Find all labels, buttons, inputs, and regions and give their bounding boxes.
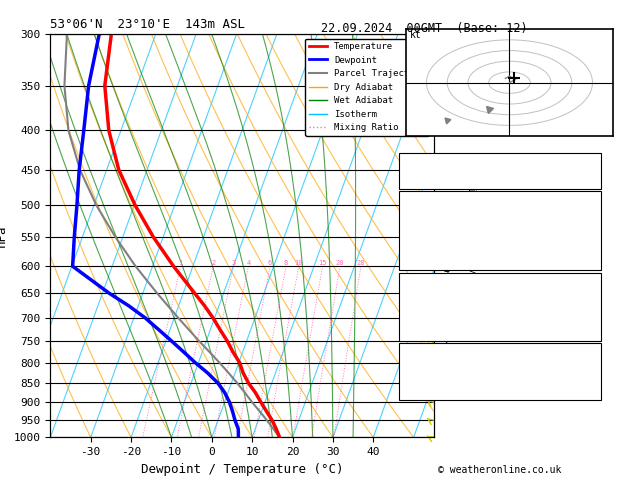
Text: 3: 3 bbox=[231, 260, 236, 266]
X-axis label: Dewpoint / Temperature (°C): Dewpoint / Temperature (°C) bbox=[141, 463, 343, 476]
Text: CIN (J): CIN (J) bbox=[403, 258, 447, 268]
Text: 16.8: 16.8 bbox=[572, 205, 598, 215]
Text: Dewp (°C): Dewp (°C) bbox=[403, 215, 459, 226]
Text: 2: 2 bbox=[211, 260, 215, 266]
Text: 1: 1 bbox=[179, 260, 182, 266]
Text: Lifted Index: Lifted Index bbox=[403, 237, 477, 247]
Text: LCL: LCL bbox=[442, 382, 457, 391]
Text: 0: 0 bbox=[591, 329, 598, 339]
Text: 900: 900 bbox=[579, 286, 598, 296]
Text: 5: 5 bbox=[591, 367, 598, 377]
Text: θₑ (K): θₑ (K) bbox=[403, 296, 440, 307]
Text: 229°: 229° bbox=[572, 378, 598, 388]
Text: 22.09.2024  00GMT  (Base: 12): 22.09.2024 00GMT (Base: 12) bbox=[321, 22, 528, 35]
Text: 0: 0 bbox=[591, 258, 598, 268]
Text: 0: 0 bbox=[591, 356, 598, 366]
Text: 11: 11 bbox=[585, 237, 598, 247]
Text: 4: 4 bbox=[591, 388, 598, 399]
Text: StmSpd (kt): StmSpd (kt) bbox=[403, 388, 471, 399]
Text: 15: 15 bbox=[318, 260, 327, 266]
Text: K: K bbox=[403, 156, 409, 166]
Text: 6.6: 6.6 bbox=[579, 215, 598, 226]
Text: Pressure (mb): Pressure (mb) bbox=[403, 286, 484, 296]
Y-axis label: hPa: hPa bbox=[0, 225, 8, 247]
Text: 4: 4 bbox=[246, 260, 250, 266]
Text: PW (cm): PW (cm) bbox=[403, 177, 447, 187]
Text: θₑ(K): θₑ(K) bbox=[403, 226, 434, 236]
Text: CAPE (J): CAPE (J) bbox=[403, 247, 452, 258]
Y-axis label: Mixing Ratio (g/kg): Mixing Ratio (g/kg) bbox=[466, 180, 476, 292]
Text: 0: 0 bbox=[591, 247, 598, 258]
Text: CIN (J): CIN (J) bbox=[403, 329, 447, 339]
Text: 6: 6 bbox=[268, 260, 272, 266]
Text: 20: 20 bbox=[336, 260, 344, 266]
Text: 53°06'N  23°10'E  143m ASL: 53°06'N 23°10'E 143m ASL bbox=[50, 18, 245, 32]
Text: CAPE (J): CAPE (J) bbox=[403, 318, 452, 328]
Text: 306: 306 bbox=[579, 226, 598, 236]
Text: 313: 313 bbox=[579, 296, 598, 307]
Text: © weatheronline.co.uk: © weatheronline.co.uk bbox=[438, 465, 562, 475]
Text: Hodograph: Hodograph bbox=[472, 346, 528, 356]
Text: 10: 10 bbox=[294, 260, 303, 266]
Text: 1.82: 1.82 bbox=[572, 177, 598, 187]
Text: Temp (°C): Temp (°C) bbox=[403, 205, 459, 215]
Text: Lifted Index: Lifted Index bbox=[403, 307, 477, 317]
Text: Totals Totals: Totals Totals bbox=[403, 166, 484, 176]
Text: Most Unstable: Most Unstable bbox=[459, 275, 541, 285]
Text: Surface: Surface bbox=[478, 194, 522, 204]
Text: kt: kt bbox=[410, 30, 421, 40]
Text: 8: 8 bbox=[284, 260, 288, 266]
Text: 16: 16 bbox=[585, 156, 598, 166]
Text: 0: 0 bbox=[591, 318, 598, 328]
Text: 28: 28 bbox=[357, 260, 365, 266]
Text: SREH: SREH bbox=[403, 367, 428, 377]
Text: StmDir: StmDir bbox=[403, 378, 440, 388]
Text: EH: EH bbox=[403, 356, 415, 366]
Text: 41: 41 bbox=[585, 166, 598, 176]
Text: 6: 6 bbox=[591, 307, 598, 317]
Legend: Temperature, Dewpoint, Parcel Trajectory, Dry Adiabat, Wet Adiabat, Isotherm, Mi: Temperature, Dewpoint, Parcel Trajectory… bbox=[306, 38, 430, 136]
